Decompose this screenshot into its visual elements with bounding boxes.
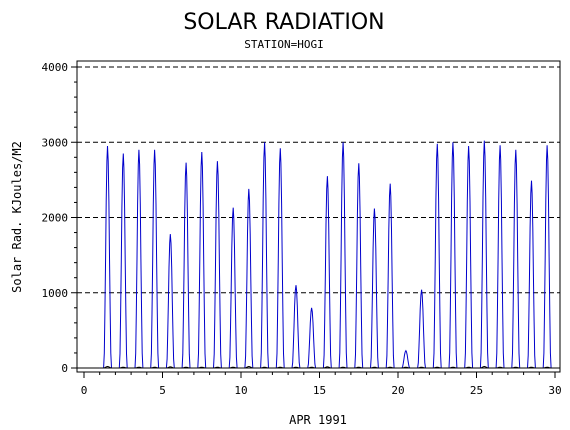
y-tick-label: 1000 [42, 287, 69, 300]
y-axis-label: Solar Rad. KJoules/M2 [10, 141, 24, 293]
x-axis: 0 5 10 15 20 25 30 [81, 372, 562, 397]
chart-subtitle: STATION=HOGI [244, 38, 323, 51]
series-line-blue [99, 140, 555, 369]
x-tick-label: 10 [234, 384, 247, 397]
plot-frame [76, 60, 561, 373]
x-tick-label: 5 [159, 384, 166, 397]
x-tick-label: 15 [313, 384, 326, 397]
y-tick-label: 2000 [42, 212, 69, 225]
y-tick-label: 4000 [42, 61, 69, 74]
y-tick-label: 3000 [42, 136, 69, 149]
x-tick-label: 0 [81, 384, 88, 397]
series-layer [99, 140, 555, 369]
y-axis: 0 1000 2000 3000 4000 [42, 61, 77, 375]
x-tick-label: 20 [391, 384, 404, 397]
x-tick-label: 25 [470, 384, 483, 397]
chart-title: SOLAR RADIATION [183, 10, 384, 35]
x-axis-label: APR 1991 [289, 413, 347, 427]
series-line-black [99, 365, 555, 369]
y-tick-label: 0 [61, 362, 68, 375]
x-tick-label: 30 [548, 384, 561, 397]
